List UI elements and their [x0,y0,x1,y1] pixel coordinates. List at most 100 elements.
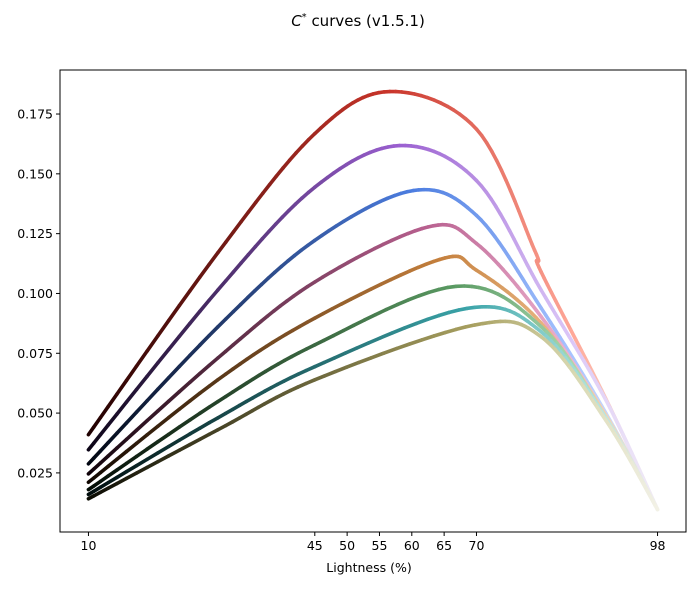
curve-segment [158,378,169,390]
curve-segment [371,353,384,358]
curve-segment [117,423,127,433]
curve-segment [179,434,189,440]
x-tick-label: 55 [372,538,388,553]
curve-segment [179,420,189,427]
curve-segment [347,363,359,368]
x-tick-label: 70 [469,538,485,553]
y-tick-label: 0.175 [17,107,53,122]
curve-segment [137,421,148,431]
curve-segment [126,366,136,380]
curve-segment [117,439,127,448]
curve-segment [209,253,218,264]
curve-segment [190,393,200,401]
curve-segment [108,433,117,442]
curve-segment [190,345,200,355]
curve-segment [169,440,180,446]
x-tick-label: 60 [404,538,420,553]
series-7 [88,307,657,510]
curve-segment [126,389,136,402]
curve-segment [218,281,226,290]
curve-segment [179,323,189,336]
curve-segment [169,366,180,377]
curve-segment [137,351,148,366]
curve-segment [422,336,434,340]
curve-segment [158,446,169,452]
x-tick-label: 50 [339,538,355,553]
curve-segment [117,452,127,460]
curve-segment [158,349,169,362]
curve-segment [179,382,189,391]
series-5 [88,256,657,509]
curve-segment [335,367,346,371]
curves [88,92,657,510]
curve-segment [386,305,397,310]
curve-segment [147,426,158,435]
curve-segment [226,232,234,242]
curve-segment [158,434,169,441]
curve-segment [137,376,148,389]
curve-segment [380,333,392,338]
curve-segment [409,340,421,344]
curve-segment [655,506,657,510]
curve-segment [200,264,209,277]
x-tick-label: 98 [650,538,666,553]
curve-segment [209,327,218,336]
curve-segment [169,392,180,402]
y-tick-label: 0.025 [17,465,53,480]
curve-segment [169,305,180,320]
curve-segment [100,425,108,435]
curve-segment [169,336,180,349]
curve-segment [108,394,117,406]
x-tick-label: 45 [307,538,323,553]
curve-segment [147,442,158,449]
curve-segment [345,348,356,353]
curve-segment [397,344,410,348]
curve-segment [126,412,136,423]
curve-segment [393,328,405,333]
chart-title-rest: curves (v1.5.1) [307,12,425,30]
curve-segment [190,311,200,323]
curve-segment [137,435,148,443]
curve-segment [108,414,117,425]
curve-segment [364,315,375,320]
curve-segment [384,349,397,354]
curve-segment [190,374,200,383]
curve-segment [158,401,169,411]
x-axis-label: Lightness (%) [326,560,411,575]
curve-segment [117,402,127,414]
curve-segment [375,310,386,315]
y-tick-label: 0.050 [17,406,53,421]
y-tick-label: 0.150 [17,166,53,181]
curve-segment [137,459,148,465]
curve-segment [117,381,127,395]
curve-segment [147,462,158,468]
curve-segment [179,291,189,306]
curve-segment [169,450,180,456]
curve-segment [137,401,148,412]
curve-segment [126,456,136,463]
curve-segment [158,456,169,462]
y-tick-label: 0.075 [17,346,53,361]
curve-segment [126,430,136,439]
curve-segment [405,323,417,328]
curve-segment [354,320,365,325]
curve-segment [179,355,189,366]
curve-segment [200,300,209,311]
curve-segment [416,319,427,323]
curve-segment [147,336,158,351]
curve-segment [147,411,158,421]
curve-segment [234,222,242,232]
curve-segment [137,449,148,456]
curve-segment [126,443,136,451]
chart-title: C* curves (v1.5.1) [291,12,425,30]
curve-segment [209,290,218,300]
x-tick-label: 65 [436,538,452,553]
curve-segment [147,453,158,459]
curve-segment [158,418,169,427]
y-tick-label: 0.100 [17,286,53,301]
curve-segment [434,332,445,336]
curve-segment [218,242,226,253]
